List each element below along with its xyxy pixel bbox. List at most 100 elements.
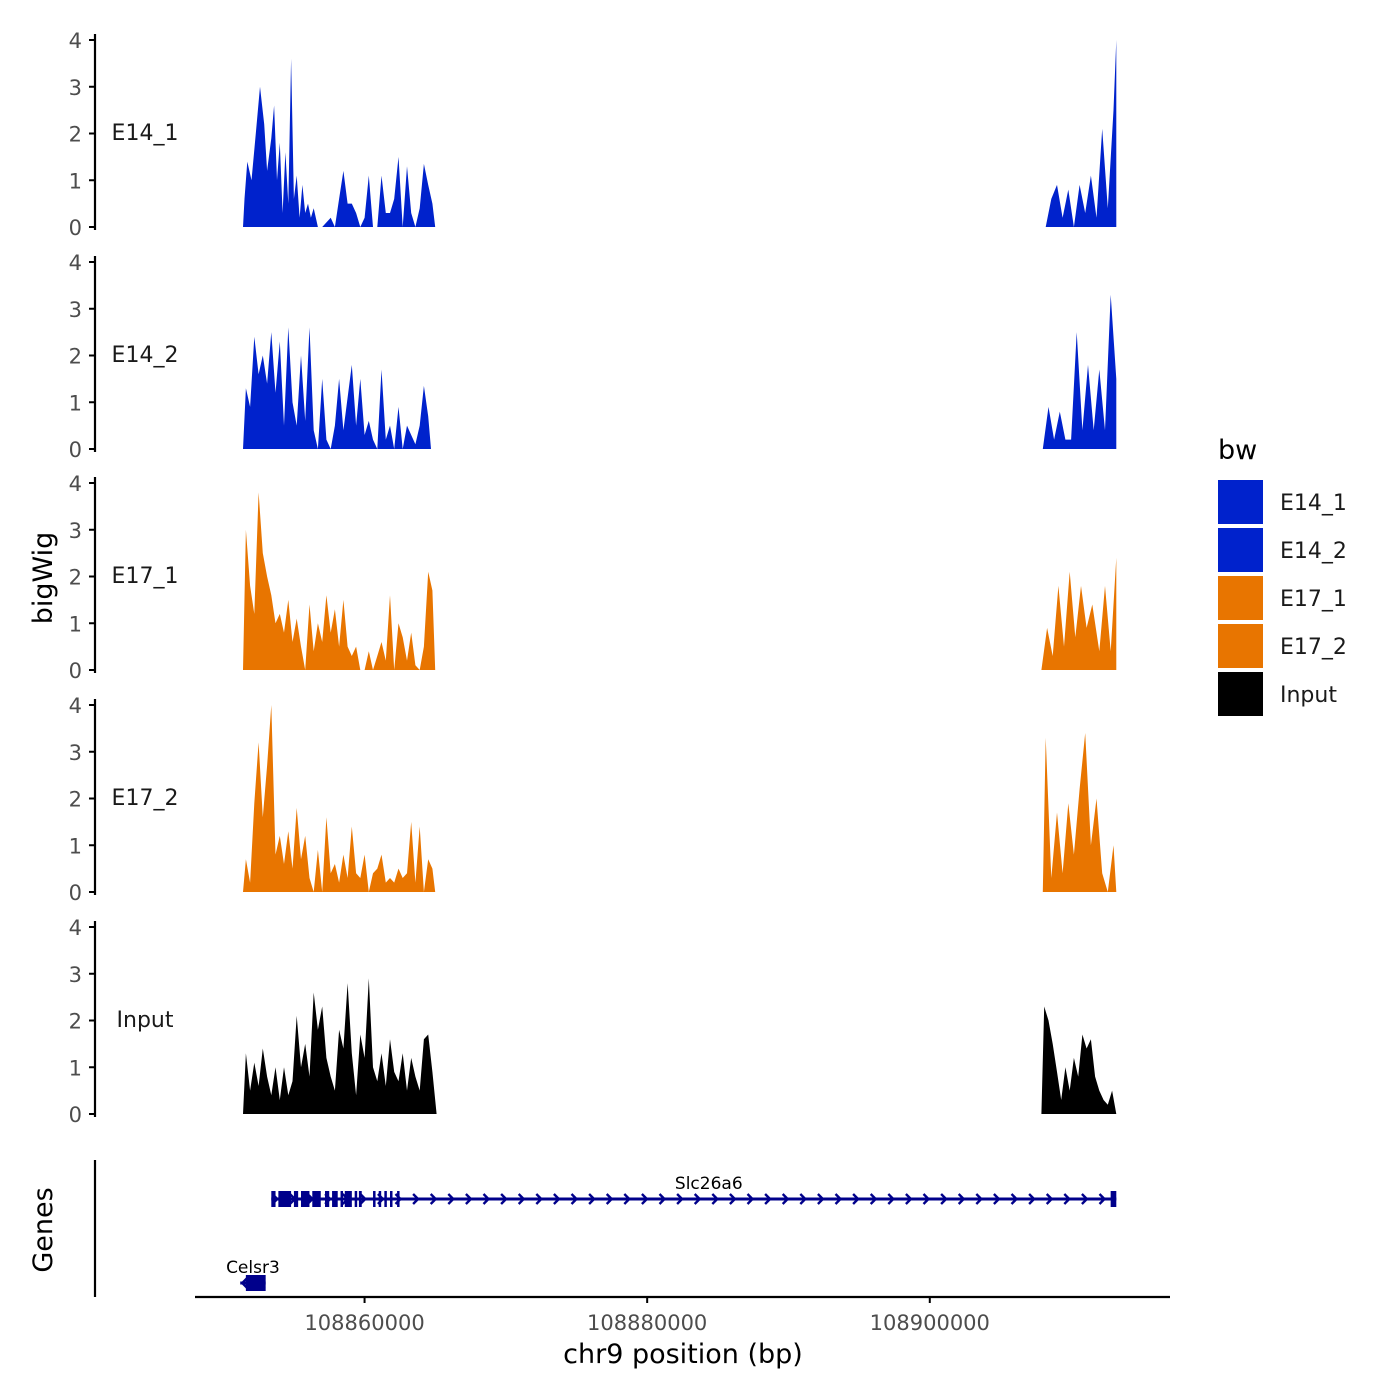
strand-arrow xyxy=(570,1193,579,1205)
strand-arrow xyxy=(799,1193,808,1205)
gene-exon xyxy=(358,1191,362,1207)
gene-exon xyxy=(354,1191,358,1207)
gene-exon xyxy=(390,1191,393,1207)
y-tick-label: 4 xyxy=(69,29,82,53)
genes-axis-title: Genes xyxy=(28,1187,59,1272)
y-tick-label: 0 xyxy=(69,659,82,683)
gene-exon xyxy=(293,1191,299,1207)
y-tick-label: 3 xyxy=(69,519,82,543)
legend-label-E17_2: E17_2 xyxy=(1280,635,1347,660)
strand-arrow xyxy=(887,1193,896,1205)
gene-exon xyxy=(378,1191,382,1207)
gene-exon xyxy=(332,1191,338,1207)
gene-exon xyxy=(245,1275,266,1291)
legend-title: bw xyxy=(1218,435,1257,466)
strip-label-E14_1: E14_1 xyxy=(112,121,179,146)
strand-arrow xyxy=(676,1193,684,1205)
track-Input: 0 1 2 3 4 Input xyxy=(69,916,1117,1127)
strand-arrow xyxy=(869,1193,878,1205)
y-tick-label: 0 xyxy=(69,881,82,905)
y-tick-label: 2 xyxy=(69,566,82,590)
y-tick-label: 3 xyxy=(69,76,82,100)
strand-arrow xyxy=(905,1193,913,1205)
strand-arrow xyxy=(588,1193,596,1205)
strand-arrow xyxy=(535,1193,544,1205)
legend-swatch-E17_2 xyxy=(1218,624,1263,668)
track-E17_2: 0 1 2 3 4 E17_2 xyxy=(69,694,1117,905)
x-tick-label: 108860000 xyxy=(304,1311,424,1335)
strand-arrow xyxy=(922,1193,931,1205)
legend-swatch-E14_1 xyxy=(1218,480,1263,524)
y-tick-label: 1 xyxy=(69,612,82,636)
strip-label-E17_2: E17_2 xyxy=(112,786,179,811)
legend-swatch-E14_2 xyxy=(1218,528,1263,572)
gene-exon xyxy=(300,1191,310,1207)
strand-arrow xyxy=(658,1193,667,1205)
legend: bw E14_1 E14_2 E17_1 E17_2 Input xyxy=(1218,435,1347,716)
y-tick-label: 2 xyxy=(69,123,82,147)
strand-arrow xyxy=(940,1193,948,1205)
strand-arrow xyxy=(957,1193,966,1205)
strand-arrow xyxy=(240,1277,249,1289)
strand-arrow xyxy=(641,1193,649,1205)
strand-arrow xyxy=(975,1193,984,1205)
coverage-tracks: 0 1 2 3 4 E14_1 0 1 2 3 4 E14_2 0 1 2 3 4 E17_1 0 1 2 3 4 E17_2… xyxy=(69,29,1117,1127)
coverage-area-E17_1-1 xyxy=(1041,557,1117,670)
gene-track: Slc26a6 Celsr3 xyxy=(93,1160,1117,1297)
y-tick-label: 2 xyxy=(69,345,82,369)
coverage-area-Input-1 xyxy=(1041,1006,1117,1114)
gene-exon xyxy=(271,1191,276,1207)
legend-swatch-E17_1 xyxy=(1218,576,1263,620)
strand-arrow xyxy=(764,1193,772,1205)
gene-exon xyxy=(312,1191,321,1207)
strand-arrow xyxy=(1028,1193,1036,1205)
coverage-area-E14_1-1 xyxy=(1045,40,1117,227)
strand-arrow xyxy=(429,1193,438,1205)
strand-arrow xyxy=(447,1193,456,1205)
x-tick-label: 108880000 xyxy=(587,1311,707,1335)
gene-exon xyxy=(1110,1191,1117,1207)
strand-arrow xyxy=(993,1193,1001,1205)
gene-exon xyxy=(344,1191,352,1207)
y-axis-title: bigWig xyxy=(28,532,59,625)
y-tick-label: 4 xyxy=(69,472,82,496)
strand-arrow xyxy=(729,1193,737,1205)
y-tick-label: 1 xyxy=(69,834,82,858)
strand-arrow xyxy=(553,1193,561,1205)
legend-label-E14_2: E14_2 xyxy=(1280,539,1347,564)
legend-swatch-Input xyxy=(1218,672,1263,716)
y-tick-label: 0 xyxy=(69,1103,82,1127)
coverage-area-E14_2-1 xyxy=(1042,294,1117,449)
strip-label-E17_1: E17_1 xyxy=(112,564,179,589)
y-tick-label: 1 xyxy=(69,1056,82,1080)
gene-exon xyxy=(278,1191,292,1207)
strand-arrow xyxy=(1063,1193,1071,1205)
coverage-area-E17_2-0 xyxy=(243,705,436,892)
gene-exon xyxy=(373,1191,376,1207)
y-tick-label: 4 xyxy=(69,251,82,275)
track-E14_1: 0 1 2 3 4 E14_1 xyxy=(69,29,1117,240)
y-tick-label: 0 xyxy=(69,438,82,462)
strand-arrow xyxy=(482,1193,491,1205)
legend-label-E17_1: E17_1 xyxy=(1280,587,1347,612)
x-axis-title: chr9 position (bp) xyxy=(563,1339,803,1370)
gene-label-Slc26a6: Slc26a6 xyxy=(675,1174,743,1194)
y-tick-label: 1 xyxy=(69,169,82,193)
gene-Slc26a6: Slc26a6 xyxy=(271,1174,1117,1207)
coverage-area-E14_1-0 xyxy=(243,58,436,228)
strip-label-Input: Input xyxy=(117,1008,174,1033)
coverage-area-E14_2-0 xyxy=(243,327,431,449)
track-E17_1: 0 1 2 3 4 E17_1 xyxy=(69,472,1117,683)
strand-arrow xyxy=(834,1193,843,1205)
y-tick-label: 3 xyxy=(69,963,82,987)
gene-exon xyxy=(397,1191,400,1207)
strand-arrow xyxy=(1010,1193,1019,1205)
strand-arrow xyxy=(605,1193,614,1205)
y-tick-label: 1 xyxy=(69,391,82,415)
legend-label-E14_1: E14_1 xyxy=(1280,491,1347,516)
strand-arrow xyxy=(1081,1193,1089,1205)
strand-arrow xyxy=(500,1193,508,1205)
strand-arrow xyxy=(781,1193,790,1205)
y-tick-label: 4 xyxy=(69,694,82,718)
